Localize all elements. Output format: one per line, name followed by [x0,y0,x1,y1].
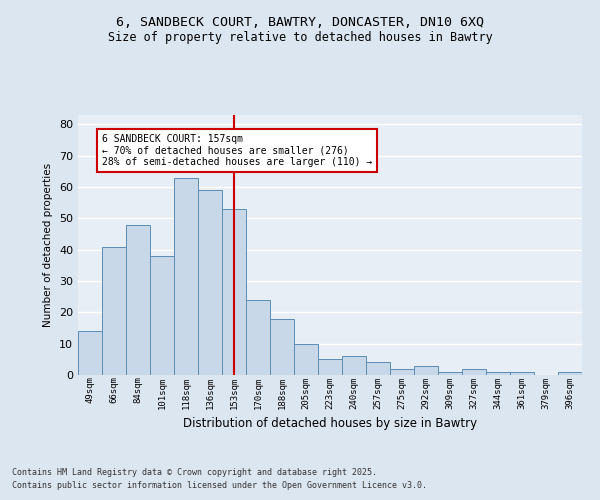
Bar [102,246,126,375]
Bar [198,190,222,375]
Bar [294,344,318,375]
Text: Contains HM Land Registry data © Crown copyright and database right 2025.: Contains HM Land Registry data © Crown c… [12,468,377,477]
X-axis label: Distribution of detached houses by size in Bawtry: Distribution of detached houses by size … [183,417,477,430]
Bar [150,256,174,375]
Bar [462,368,486,375]
Text: 6 SANDBECK COURT: 157sqm
← 70% of detached houses are smaller (276)
28% of semi-: 6 SANDBECK COURT: 157sqm ← 70% of detach… [102,134,372,167]
Bar [318,360,342,375]
Bar [270,318,294,375]
Bar [222,209,246,375]
Bar [510,372,534,375]
Bar [174,178,198,375]
Text: 6, SANDBECK COURT, BAWTRY, DONCASTER, DN10 6XQ: 6, SANDBECK COURT, BAWTRY, DONCASTER, DN… [116,16,484,29]
Bar [438,372,462,375]
Y-axis label: Number of detached properties: Number of detached properties [43,163,53,327]
Bar [414,366,438,375]
Bar [558,372,582,375]
Bar [390,368,414,375]
Text: Contains public sector information licensed under the Open Government Licence v3: Contains public sector information licen… [12,482,427,490]
Bar [126,224,150,375]
Text: Size of property relative to detached houses in Bawtry: Size of property relative to detached ho… [107,31,493,44]
Bar [246,300,270,375]
Bar [486,372,510,375]
Bar [366,362,390,375]
Bar [78,331,102,375]
Bar [342,356,366,375]
